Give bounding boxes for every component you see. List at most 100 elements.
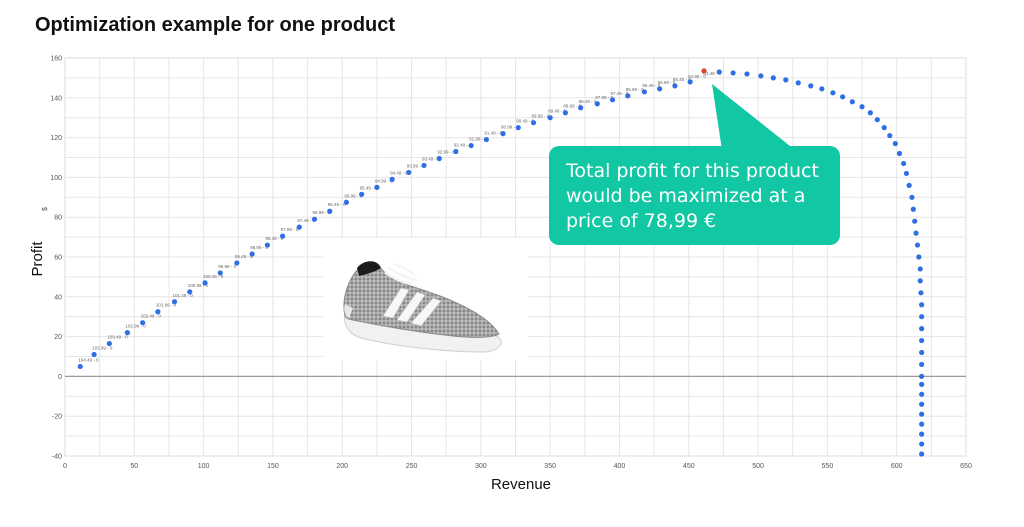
point-labels: 104.49 - 0 103.99 - 0 103.49 - 0 102.99 - 0… (78, 71, 721, 363)
x-tick-label: 300 (475, 463, 487, 470)
point-label: 98.99 - 0 (250, 245, 268, 250)
y-tick-label: 120 (50, 135, 62, 142)
data-point (874, 117, 880, 123)
point-label: 98.49 - 0 (265, 236, 283, 241)
y-tick-label: 160 (50, 56, 62, 63)
data-point (436, 155, 442, 162)
x-tick-label: 0 (63, 463, 67, 470)
callout-box: Total profit for this product would be m… (549, 146, 840, 245)
data-point (249, 251, 255, 257)
data-point (919, 302, 925, 308)
data-point (562, 110, 569, 116)
point-label: 95.49 - 0 (360, 185, 378, 190)
y-axis-label: Profit (29, 241, 46, 277)
data-point (744, 71, 750, 77)
y-tick-label: 0 (58, 374, 62, 381)
data-point (106, 340, 112, 347)
data-point (783, 77, 789, 83)
point-label: 84.99 - 0 (688, 74, 706, 79)
data-point (849, 99, 855, 105)
x-tick-labels: 0 50 100 150 200 250 300 350 400 450 500 550 600 650 (63, 463, 972, 470)
data-point (187, 289, 193, 295)
data-point (625, 93, 631, 99)
point-label: 85.99 - 0 (658, 80, 676, 85)
data-point (919, 381, 925, 387)
data-point (917, 266, 923, 272)
data-point (896, 150, 903, 157)
data-point (795, 80, 801, 86)
data-point (657, 86, 663, 92)
point-label: 84.49 - 0 (703, 71, 721, 76)
point-label: 86.49 - 0 (642, 83, 660, 88)
x-tick-label: 100 (198, 463, 210, 470)
y-tick-label: -40 (52, 454, 62, 461)
point-label: 100.99 - 0 (188, 283, 209, 288)
x-tick-label: 150 (267, 463, 279, 470)
point-label: 101.99 - 0 (156, 303, 177, 308)
data-point (770, 75, 776, 81)
data-point (716, 69, 722, 75)
point-label: 91.49 - 0 (484, 131, 502, 136)
y-tick-label: 140 (50, 95, 62, 102)
sneaker-icon (343, 261, 502, 353)
point-label: 97.99 - 0 (281, 227, 299, 232)
data-point (881, 125, 887, 131)
data-point (280, 233, 286, 239)
plot-frame (64, 57, 967, 457)
y-tick-label: 40 (54, 294, 62, 301)
point-label: 104.49 - 0 (78, 357, 99, 362)
y-tick-label: 100 (50, 175, 62, 182)
data-point (327, 208, 333, 214)
callout-line-3: price of 78,99 € (566, 210, 717, 232)
data-point (374, 184, 380, 190)
page-title: Optimization example for one product (35, 14, 396, 36)
data-point (578, 105, 584, 111)
y-tick-labels: -40 -20 0 20 40 60 80 100 120 140 160 (50, 56, 62, 461)
data-point (808, 83, 814, 89)
data-point (421, 162, 427, 169)
data-point (124, 330, 130, 336)
data-point (912, 218, 918, 224)
data-point (343, 199, 349, 205)
data-point (641, 89, 648, 95)
data-point (918, 290, 924, 296)
x-axis-label: Revenue (491, 476, 551, 493)
data-point (500, 131, 506, 137)
y-tick-label: -20 (52, 414, 62, 421)
point-label: 90.99 - 0 (501, 125, 519, 130)
data-point (919, 431, 925, 437)
data-point (234, 260, 240, 266)
x-tick-label: 650 (960, 463, 972, 470)
optimum-point (701, 68, 707, 74)
x-tick-label: 450 (683, 463, 695, 470)
y-tick-label: 80 (54, 215, 62, 222)
point-label: 101.49 - 0 (173, 293, 194, 298)
data-point (687, 79, 693, 85)
point-label: 87.49 - 0 (611, 91, 629, 96)
data-point (919, 314, 925, 320)
data-point (910, 206, 916, 212)
data-point (830, 90, 836, 96)
data-point (483, 136, 489, 143)
y-tick-label: 60 (54, 255, 62, 262)
data-point (530, 120, 537, 126)
data-point (594, 101, 600, 107)
x-tick-label: 550 (822, 463, 834, 470)
data-point (913, 230, 919, 236)
data-point (406, 169, 412, 176)
point-label: 94.99 - 0 (375, 178, 393, 183)
point-label: 93.49 - 0 (422, 156, 440, 161)
data-point (77, 363, 83, 370)
data-point (901, 160, 907, 167)
x-tick-label: 400 (614, 463, 626, 470)
data-point (859, 104, 865, 110)
point-label: 103.99 - 0 (92, 346, 113, 351)
point-label: 99.99 - 0 (218, 264, 236, 269)
x-tick-label: 50 (130, 463, 138, 470)
data-point (919, 401, 925, 407)
data-point (919, 441, 925, 447)
point-label: 94.49 - 0 (390, 170, 408, 175)
data-point (264, 242, 270, 248)
data-point (389, 176, 395, 182)
